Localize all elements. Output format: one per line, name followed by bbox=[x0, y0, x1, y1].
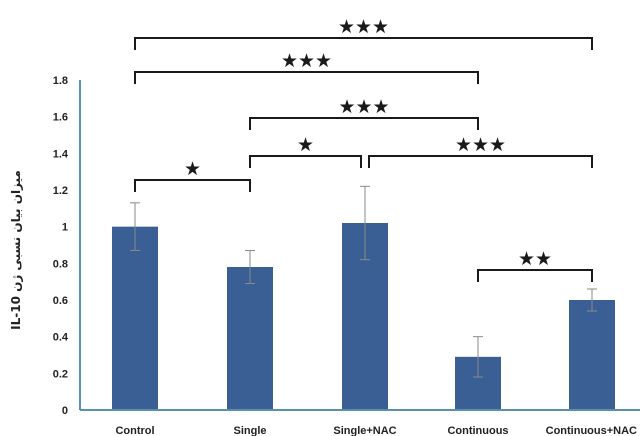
x-tick-label: Control bbox=[115, 425, 154, 436]
significance-bracket bbox=[477, 269, 593, 282]
significance-bracket bbox=[134, 179, 251, 192]
y-tick-label: 1.8 bbox=[53, 75, 68, 87]
x-tick-label: Continuous bbox=[447, 425, 508, 436]
significance-stars: ★★ bbox=[518, 248, 552, 270]
significance-bracket bbox=[368, 155, 593, 168]
y-tick-label: 1.6 bbox=[53, 112, 68, 124]
significance-bracket bbox=[134, 71, 479, 84]
y-tick-label: 0 bbox=[62, 405, 68, 417]
significance-bracket bbox=[134, 37, 593, 50]
bar bbox=[227, 267, 273, 410]
y-tick-label: 1.2 bbox=[53, 185, 68, 197]
significance-stars: ★ bbox=[184, 158, 201, 180]
x-tick-label: Continuous+NAC bbox=[546, 425, 637, 436]
significance-bracket bbox=[249, 117, 479, 130]
x-tick-label: Single+NAC bbox=[333, 425, 396, 436]
significance-stars: ★★★ bbox=[338, 16, 389, 38]
y-tick-label: 0.6 bbox=[53, 295, 68, 307]
significance-stars: ★★★ bbox=[455, 134, 506, 156]
y-tick-label: 1.4 bbox=[53, 148, 69, 160]
y-tick-label: 0.2 bbox=[53, 368, 68, 380]
significance-stars: ★★★ bbox=[281, 50, 332, 72]
y-tick-label: 0.4 bbox=[53, 332, 69, 344]
y-tick-label: 0.8 bbox=[53, 258, 68, 270]
significance-brackets: ★★★★ ★★★★★★★★★★★★ bbox=[134, 16, 593, 282]
x-tick-label: Single bbox=[233, 425, 266, 436]
y-axis-ticks: 0 0.2 0.4 0.6 0.8 1 1.2 1.4 1.6 1.8 bbox=[53, 75, 69, 417]
bar bbox=[112, 226, 158, 410]
y-tick-label: 1 bbox=[62, 222, 68, 234]
y-axis-label: IL-10 میزان بیان نسبی ژن bbox=[9, 170, 23, 330]
significance-stars: ★ bbox=[297, 134, 314, 156]
bar bbox=[569, 300, 615, 410]
significance-bracket bbox=[249, 155, 362, 168]
error-bars bbox=[130, 185, 597, 378]
x-axis-labels: Control Single Single+NAC Continuous Continu… bbox=[115, 425, 637, 436]
significance-stars: ★★★ bbox=[338, 96, 389, 118]
